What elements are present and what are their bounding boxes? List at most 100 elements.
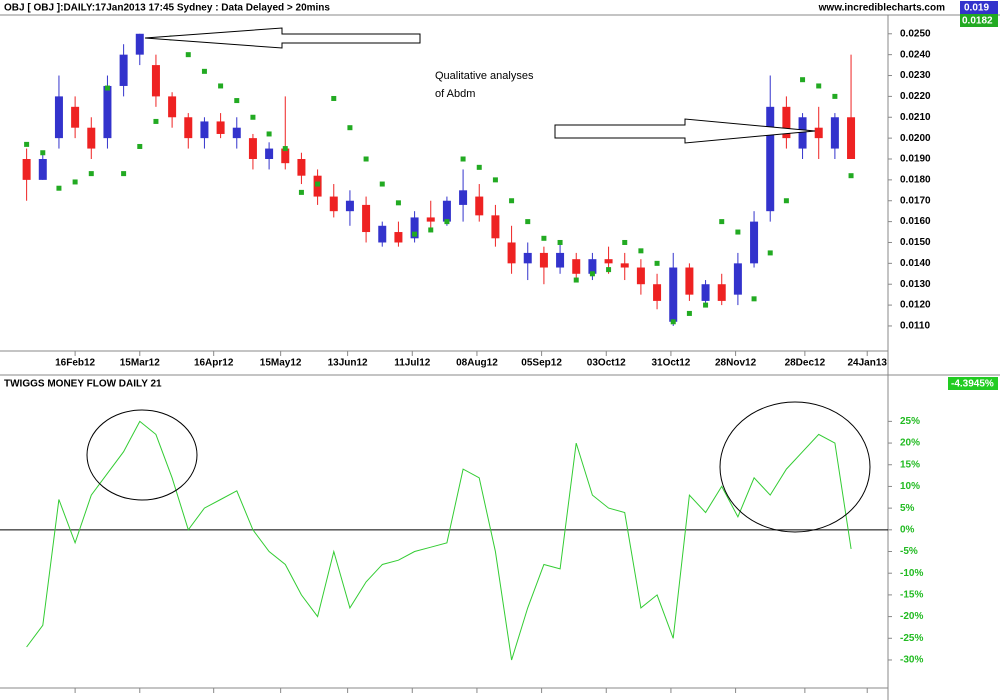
price-body [265,148,274,159]
y-tick-label: 0.0120 [900,300,931,311]
price-body [685,267,694,295]
sar-dot [832,93,838,99]
sar-dot [88,171,94,177]
price-body [717,284,726,301]
last-value-box [948,377,998,390]
y-tick-label: 0.0200 [900,133,931,144]
chart-title: OBJ [ OBJ ]:DAILY:17Jan2013 17:45 Sydney… [4,3,330,14]
price-body [620,263,629,268]
price-body [232,127,241,139]
sar-dot [121,171,127,177]
price-body [442,200,451,222]
last-value-label: 0.019 [964,3,989,14]
sar-dot [72,179,78,185]
sar-dot [557,239,563,245]
price-body [556,252,565,268]
sar-dot [589,271,595,277]
x-tick-label: 16Feb12 [55,358,95,369]
sar-dot [153,118,159,124]
y-tick-label: -25% [900,633,923,644]
price-body [71,106,80,128]
price-body [151,65,160,97]
source: www.incrediblecharts.com [818,3,945,14]
y-tick-label: -10% [900,568,923,579]
price-body [362,204,371,233]
y-tick-label: -15% [900,590,923,601]
price-body [523,252,532,264]
sar-dot [751,296,757,302]
price-body [345,200,354,212]
price-body [410,217,419,239]
y-tick-label: 0.0150 [900,237,931,248]
sar-dot [315,181,321,187]
price-body [216,121,225,134]
sar-dot [476,164,482,170]
sar-dot [638,248,644,254]
price-body [87,127,96,149]
price-body [54,96,63,139]
y-tick-label: 10% [900,481,920,492]
price-body [701,284,710,301]
sar-dot [298,189,304,195]
price-body [669,267,678,322]
price-body [475,196,484,216]
sar-dot [282,146,288,152]
sar-dot [606,267,612,273]
price-body [604,259,613,264]
sar-dot [460,156,466,162]
sar-dot [783,198,789,204]
price-body [329,196,338,212]
annotation-text: of Abdm [435,88,475,100]
x-tick-label: 16Apr12 [194,358,234,369]
sar-dot [492,177,498,183]
sar-dot [428,227,434,233]
sar-dot [525,219,531,225]
y-tick-label: 0.0170 [900,195,931,206]
sar-dot [40,150,46,156]
y-tick-label: 0.0160 [900,216,931,227]
price-body [766,106,775,212]
x-tick-label: 28Dec12 [785,358,826,369]
price-body [507,242,516,264]
sar-dot [686,310,692,316]
sar-dot [848,173,854,179]
sar-dot [816,83,822,89]
x-tick-label: 05Sep12 [521,358,562,369]
price-body [200,121,209,139]
price-body [798,117,807,149]
sar-dot [703,302,709,308]
y-tick-label: 0.0220 [900,91,931,102]
x-tick-label: 28Nov12 [715,358,757,369]
sar-dot [509,198,515,204]
y-tick-label: 0.0250 [900,28,931,39]
price-body [168,96,177,118]
y-tick-label: -20% [900,611,923,622]
sar-dot [541,235,547,241]
sar-dot [56,185,62,191]
sar-value-box [960,14,998,27]
y-tick-label: 20% [900,438,920,449]
y-tick-label: 25% [900,416,920,427]
price-body [830,117,839,149]
indicator-title: TWIGGS MONEY FLOW DAILY 21 [4,379,162,390]
y-tick-label: 0.0210 [900,112,931,123]
x-tick-label: 13Jun12 [328,358,368,369]
price-body [782,106,791,139]
annotation-text: Qualitative analyses [435,70,534,82]
sar-dot [266,131,272,137]
sar-dot [719,219,725,225]
sar-dot [412,231,418,237]
sar-dot [735,229,741,235]
sar-dot [347,125,353,131]
price-body [653,284,662,301]
x-tick-label: 03Oct12 [587,358,626,369]
price-body [119,54,128,86]
sar-dot [395,200,401,206]
sar-dot [234,98,240,104]
price-body [184,117,193,139]
price-body [539,252,548,268]
sar-dot [800,77,806,83]
y-tick-label: -5% [900,546,918,557]
